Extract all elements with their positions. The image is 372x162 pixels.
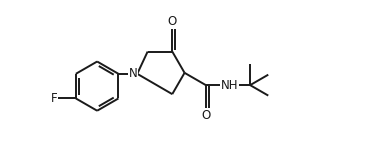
Text: O: O bbox=[201, 109, 211, 122]
Text: N: N bbox=[128, 67, 137, 80]
Text: F: F bbox=[51, 92, 57, 105]
Text: O: O bbox=[168, 15, 177, 28]
Text: NH: NH bbox=[221, 79, 238, 92]
